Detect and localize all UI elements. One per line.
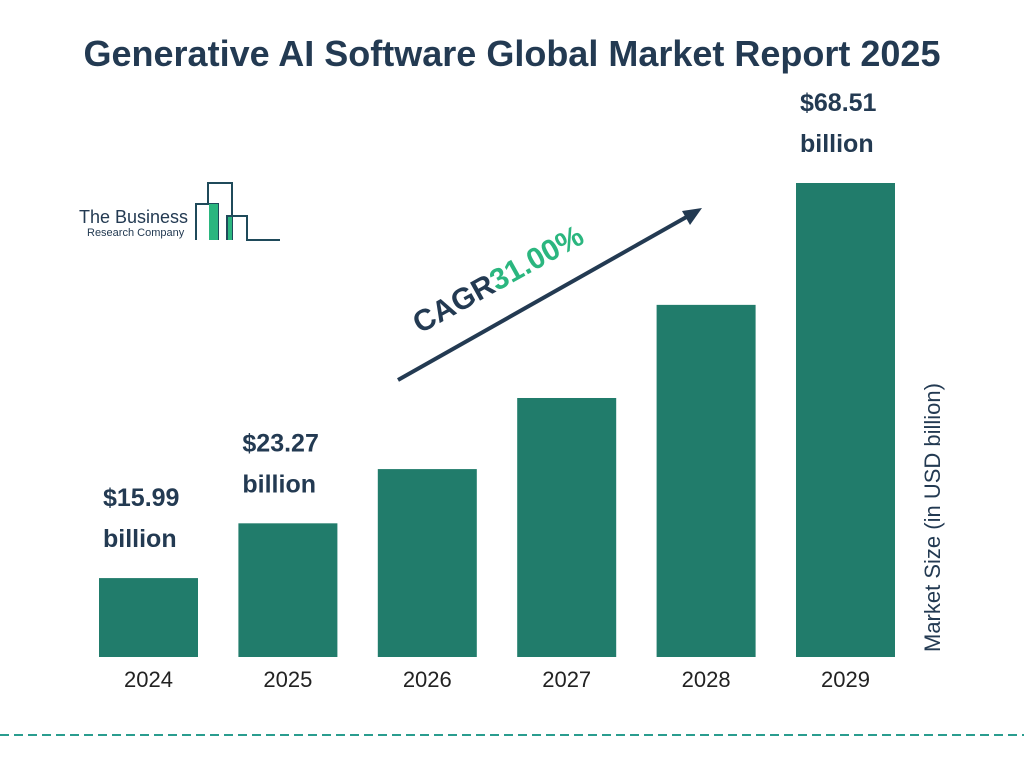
x-tick-label: 2028 bbox=[682, 667, 731, 692]
x-tick-label: 2024 bbox=[124, 667, 173, 692]
data-label: billion bbox=[800, 130, 874, 158]
bar-2026 bbox=[377, 469, 477, 657]
data-label: billion bbox=[103, 525, 177, 553]
data-label: billion bbox=[242, 470, 316, 498]
x-tick-label: 2025 bbox=[263, 667, 312, 692]
logo-bar-2 bbox=[227, 216, 232, 240]
logo-line2: Research Company bbox=[87, 227, 185, 239]
y-axis-label: Market Size (in USD billion) bbox=[920, 383, 945, 652]
chart-title: Generative AI Software Global Market Rep… bbox=[83, 33, 941, 74]
logo-bar-1 bbox=[209, 204, 218, 240]
x-tick-label: 2026 bbox=[403, 667, 452, 692]
bar-2029 bbox=[796, 183, 895, 657]
data-label: $15.99 bbox=[103, 484, 179, 512]
x-tick-label: 2029 bbox=[821, 667, 870, 692]
cagr-arrow bbox=[397, 213, 691, 382]
logo-building-2 bbox=[207, 182, 233, 240]
bar-2028 bbox=[656, 304, 756, 657]
x-tick-label: 2027 bbox=[542, 667, 591, 692]
data-label: $23.27 bbox=[242, 429, 318, 457]
cagr-arrowhead bbox=[682, 208, 702, 225]
data-label: $68.51 bbox=[800, 89, 877, 117]
bar-2024 bbox=[99, 578, 198, 657]
cagr-value: 31.00% bbox=[484, 219, 589, 297]
logo-line1: The Business bbox=[79, 207, 188, 227]
bar-2027 bbox=[517, 397, 617, 657]
bar-2025 bbox=[238, 523, 338, 657]
logo-building-3 bbox=[226, 215, 280, 241]
logo: The Business Research Company bbox=[79, 182, 280, 241]
